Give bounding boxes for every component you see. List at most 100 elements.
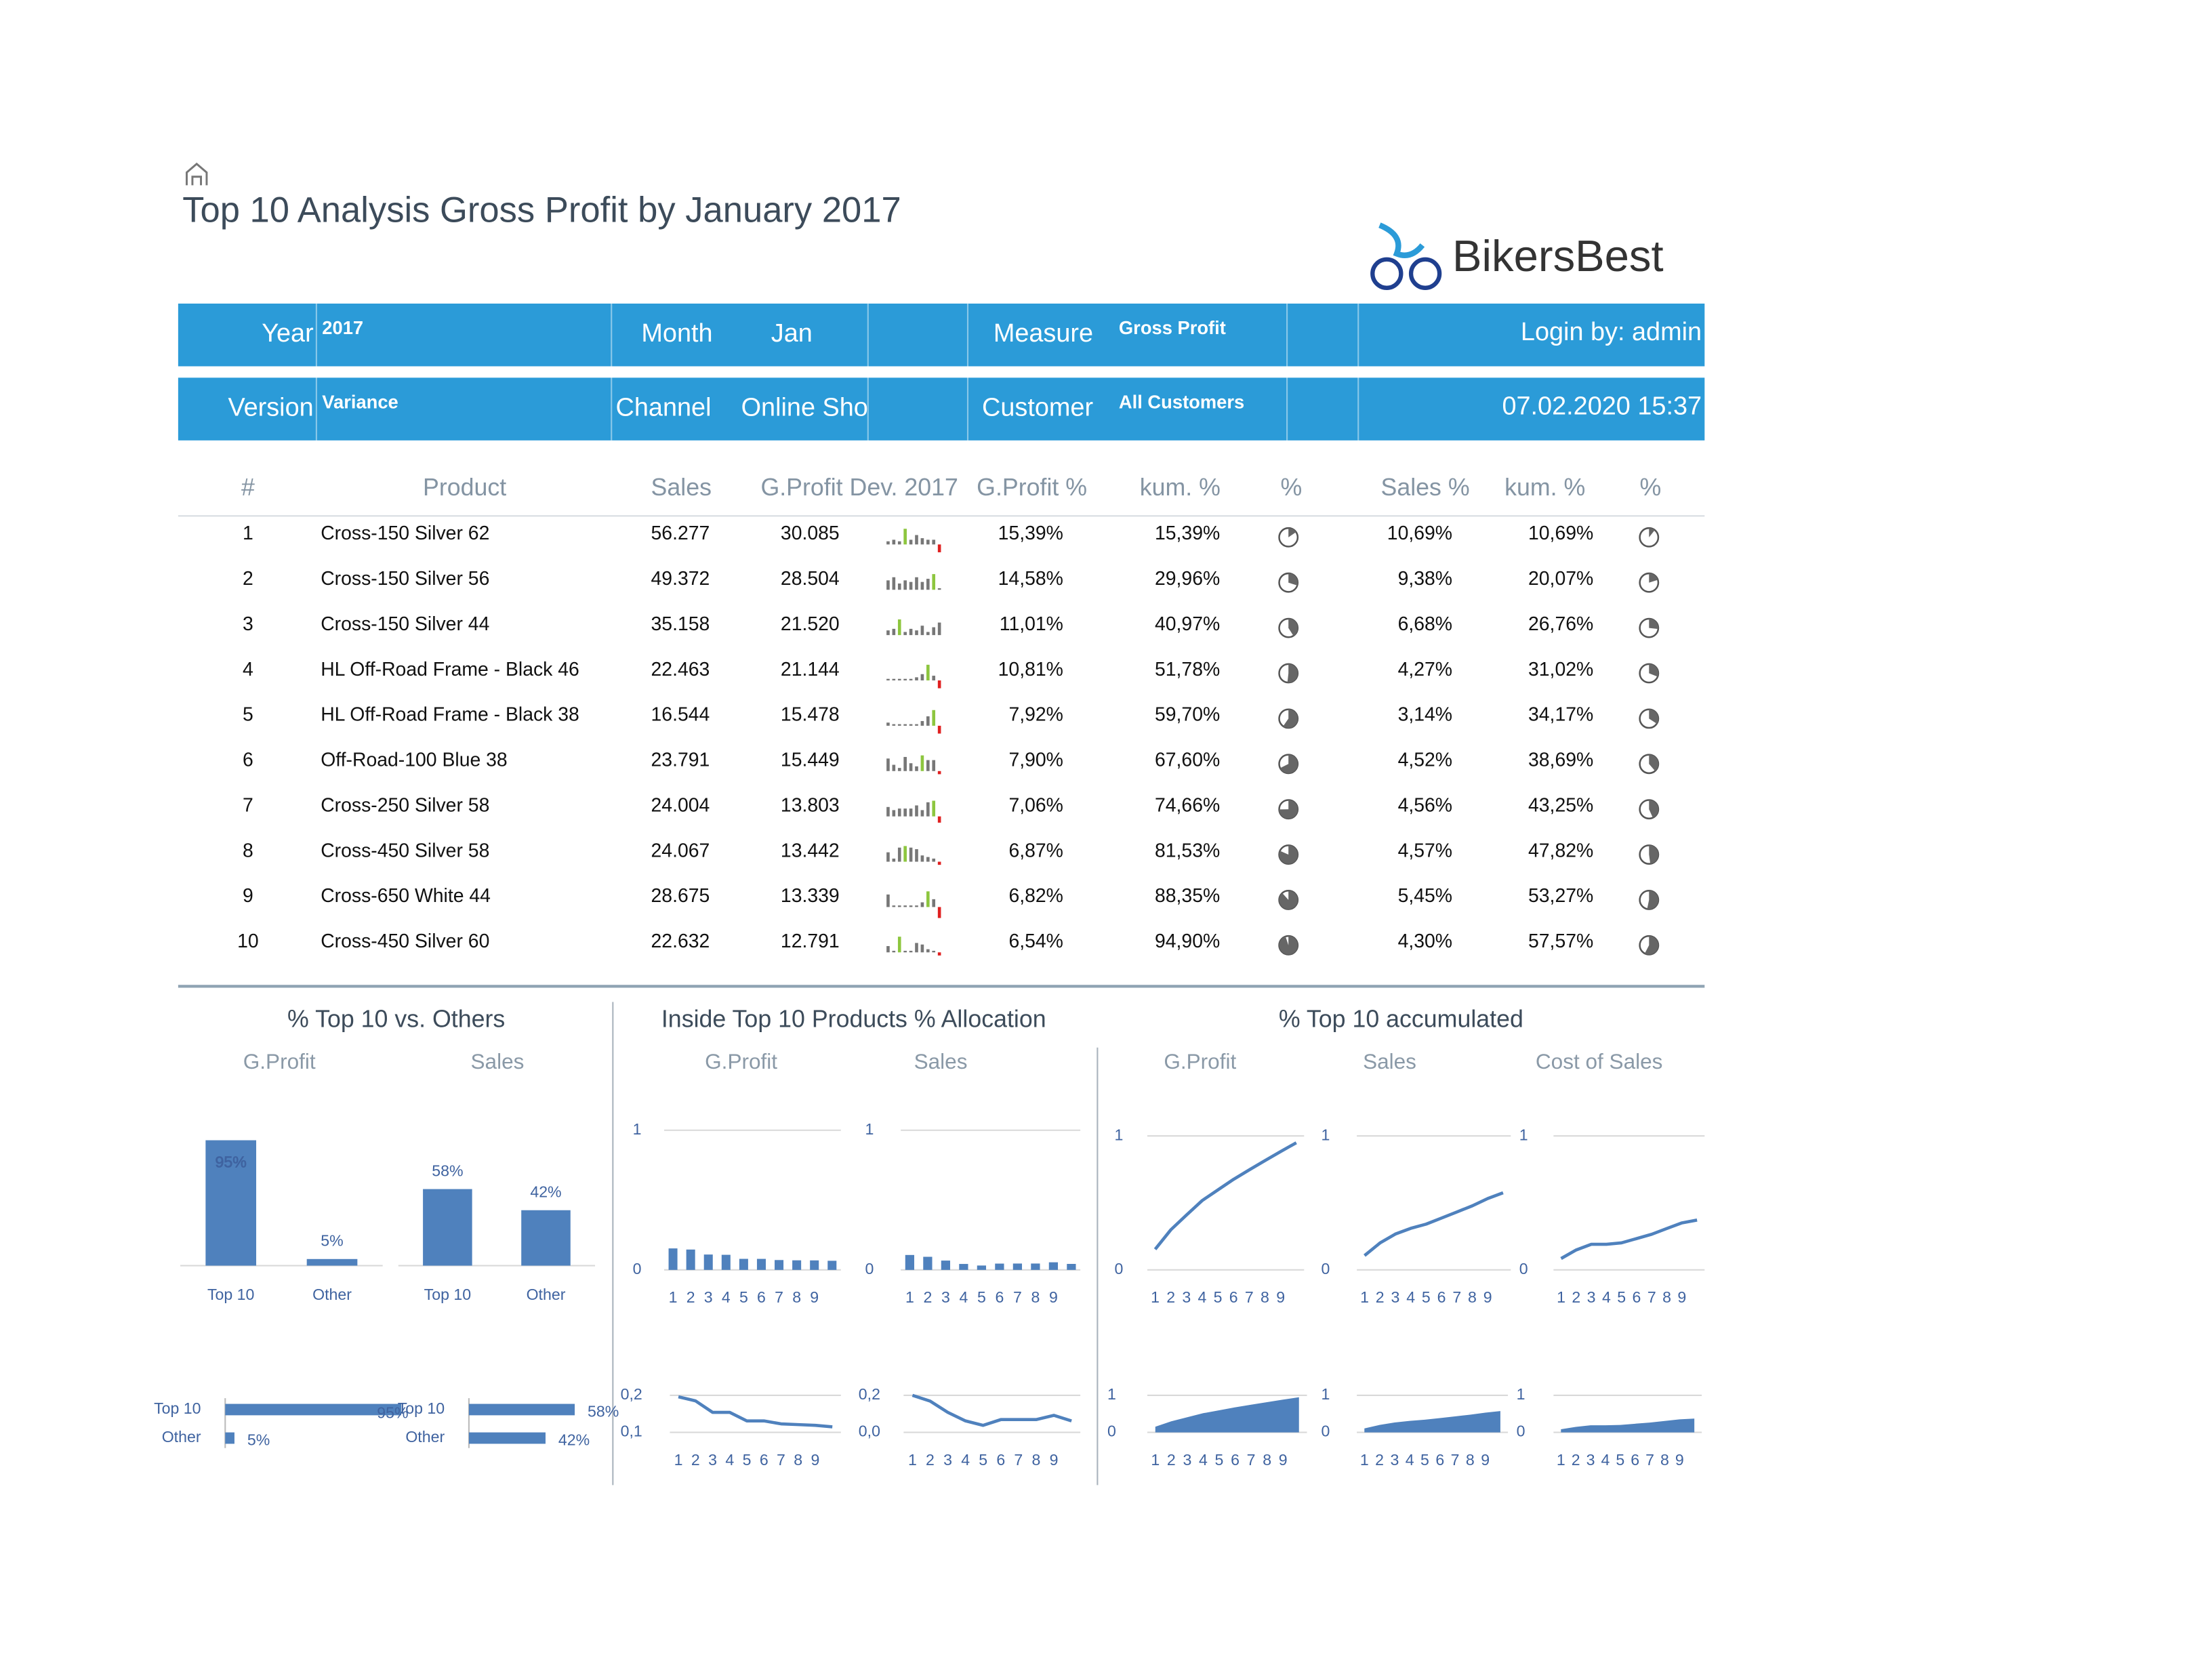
spark-bar [932,710,936,726]
spark-bar [903,950,907,953]
x-tick-label: 2 [1572,1451,1580,1469]
spark-bar [909,678,913,681]
spark-bar [897,541,901,545]
spark-bar [926,539,930,545]
x-tick-label: 7 [1647,1288,1656,1306]
cell: 13.803 [781,794,840,816]
spark-bar [932,627,936,636]
category-label: Top 10 [154,1399,201,1417]
spark-bar [892,724,896,726]
y-tick-label: 0 [1321,1422,1330,1440]
y-tick-label: 1 [633,1120,642,1138]
bar [1031,1263,1040,1270]
cell: 24.067 [651,840,710,861]
x-tick-label: 6 [1435,1451,1444,1469]
spark-bar [920,902,924,907]
cell: 14,58% [998,568,1063,590]
spark-bar [892,905,896,907]
spark-bar [909,847,913,862]
cell: Cross-150 Silver 62 [321,523,489,544]
spark-bar [903,905,907,907]
spark-bar [915,630,918,636]
bar [703,1254,713,1270]
filter-value[interactable]: 2017 [322,317,363,338]
x-tick-label: 4 [1406,1288,1415,1306]
spark-bar [932,676,936,681]
cell: 4,52% [1398,750,1452,771]
spark-bar [897,847,901,862]
filter-value[interactable]: Online Sho [741,394,868,422]
spark-bar [926,891,930,907]
filter-value[interactable]: Variance [322,391,398,412]
spark-bar [903,580,907,590]
x-tick-label: 2 [1572,1288,1580,1306]
spark-bar [932,899,936,907]
filter-label: Measure [994,319,1093,348]
filter-label: Month [641,319,712,348]
cell: Cross-450 Silver 58 [321,840,489,861]
bar [775,1260,784,1270]
filter-label: Customer [982,394,1093,422]
x-tick-label: 8 [1660,1451,1669,1469]
pie-wedge [1287,663,1298,683]
spark-bar [920,581,924,590]
x-tick-label: 2 [923,1288,932,1306]
value-label: 58% [588,1402,619,1420]
value-label: 95% [377,1404,408,1421]
x-tick-label: 4 [1198,1288,1207,1306]
spark-bar [897,937,901,953]
filter-value[interactable]: All Customers [1119,391,1244,412]
y-tick-label: 0 [1114,1260,1123,1277]
login: Login by: admin [1521,318,1702,346]
filter-value[interactable]: Gross Profit [1119,317,1226,338]
home-icon[interactable] [186,162,208,186]
y-tick-label: 0,0 [859,1422,880,1440]
cell: 6,87% [1008,840,1063,861]
chart-subtitle: G.Profit [243,1049,316,1073]
bar [810,1260,819,1270]
y-tick-label: 0 [865,1260,874,1277]
x-tick-label: 2 [1166,1288,1175,1306]
pie-wedge [1279,845,1298,864]
chart-subtitle: G.Profit [1164,1049,1236,1073]
x-tick-label: 5 [1215,1451,1224,1469]
logo-icon [1370,222,1442,290]
spark-bar [886,946,890,953]
cell: 53,27% [1528,885,1593,907]
spark-bar [920,855,924,862]
pie-wedge [1288,618,1298,636]
cell: 6 [243,750,253,771]
y-tick-label: 1 [1114,1126,1123,1143]
cell: 81,53% [1155,840,1220,861]
page-title: Top 10 Analysis Gross Profit by January … [182,190,901,230]
pie-wedge [1288,528,1296,537]
spark-bar [915,577,918,590]
cell: 2 [243,568,253,590]
x-tick-label: 6 [1229,1288,1238,1306]
spark-bar [909,539,913,545]
spark-bar [892,678,896,681]
spark-bar [897,768,901,771]
x-tick-label: 6 [996,1451,1005,1469]
x-tick-label: 6 [1437,1288,1446,1306]
value-label: 95% [216,1153,247,1170]
spark-bar [932,950,936,953]
cell: 67,60% [1155,750,1220,771]
cell: 6,68% [1398,613,1452,635]
cell: 15.449 [781,750,840,771]
x-tick-label: 4 [961,1451,970,1469]
filter-value[interactable]: Jan [771,319,813,348]
spark-bar [915,766,918,771]
bar [827,1261,837,1270]
spark-bar [926,857,930,862]
spark-bar [892,539,896,545]
cell: 57,57% [1528,930,1593,952]
panel-title: % Top 10 vs. Others [287,1005,505,1032]
cell: 15,39% [1155,523,1220,544]
x-tick-label: 9 [1279,1451,1288,1469]
spark-bar [926,802,930,817]
cell: 7 [243,794,253,816]
spark-bar [937,680,941,689]
spark-bar [926,949,930,953]
